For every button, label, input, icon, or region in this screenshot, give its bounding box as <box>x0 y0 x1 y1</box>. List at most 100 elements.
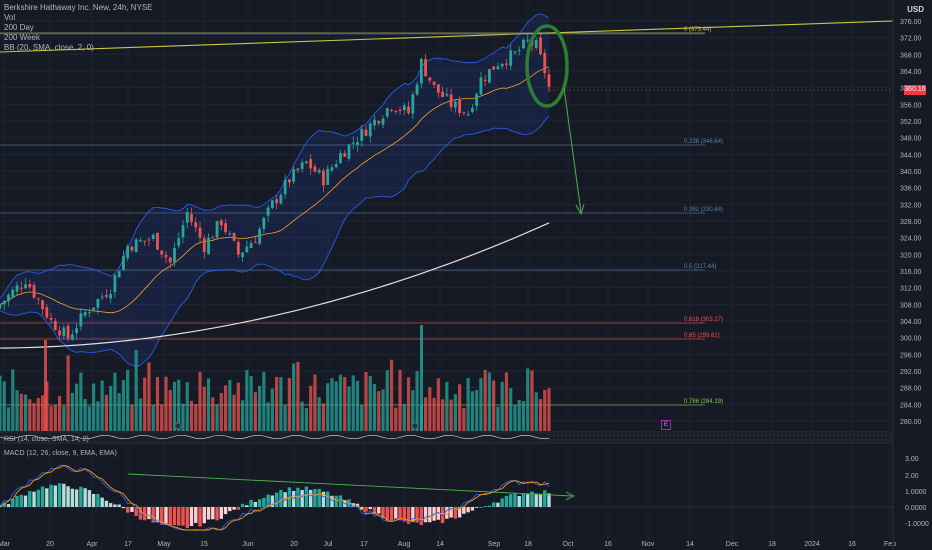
macd-histogram-bar <box>483 506 487 507</box>
volume-bar <box>126 369 130 431</box>
time-axis-label: 16 <box>604 541 612 548</box>
macd-histogram-bar <box>236 507 241 510</box>
macd-histogram-bar <box>125 507 130 513</box>
indicator-bollinger[interactable]: BB (20, SMA, close, 2, 0) <box>4 43 94 52</box>
rsi-pane-bg <box>0 433 893 442</box>
indicator-vol[interactable]: Vol <box>4 13 16 22</box>
macd-histogram-bar <box>228 507 232 512</box>
macd-histogram-bar <box>177 507 181 526</box>
macd-histogram-bar <box>389 507 394 521</box>
fib-level-label: 0.65 (299.61) <box>684 333 720 339</box>
candle-body <box>198 227 202 238</box>
divergence-arrow-head <box>565 491 576 501</box>
time-axis-label: 15 <box>200 541 208 548</box>
currency-label[interactable]: USD <box>907 5 924 14</box>
macd-histogram-bar <box>517 496 521 507</box>
macd-histogram-bar <box>394 507 398 520</box>
macd-histogram-bar <box>538 493 543 507</box>
earnings-marker[interactable]: E <box>661 420 671 430</box>
volume-bar <box>479 378 483 431</box>
annotation-arrow <box>563 87 582 213</box>
macd-histogram-bar <box>513 493 517 507</box>
price-axis-label: 376.00 <box>900 19 922 26</box>
volume-bar <box>185 382 189 431</box>
time-axis-label: Mar <box>0 541 11 548</box>
volume-bar <box>160 404 164 431</box>
symbol-title[interactable]: Berkshire Hathaway Inc. New, 24h, NYSE <box>4 3 153 12</box>
macd-histogram-bar <box>45 488 49 507</box>
rsi-label[interactable]: RSI (14, close, SMA, 14, 2) <box>4 436 89 443</box>
time-axis-label: Sep <box>488 541 501 548</box>
macd-histogram-bar <box>543 490 547 507</box>
macd-histogram-bar <box>364 507 368 512</box>
candle-body <box>262 217 266 229</box>
candle-body <box>0 304 2 309</box>
macd-signal-line <box>0 464 550 531</box>
price-axis-label: 316.00 <box>900 269 922 276</box>
candle-body <box>436 84 440 93</box>
price-axis-label: 332.00 <box>900 202 922 209</box>
candle-body <box>470 108 474 112</box>
time-axis-label: Aug <box>398 541 411 548</box>
macd-label[interactable]: MACD (12, 26, close, 9, EMA, EMA) <box>4 450 117 457</box>
candle-body <box>300 162 304 170</box>
macd-histogram-bar <box>19 494 23 507</box>
candle-body <box>441 91 445 97</box>
candle-body <box>266 207 270 216</box>
macd-histogram-bar <box>249 499 253 507</box>
volume-bar <box>453 394 457 431</box>
macd-histogram-bar <box>11 499 15 507</box>
macd-histogram-bar <box>253 501 258 507</box>
volume-bar <box>513 404 517 431</box>
ma-200-day <box>0 222 550 349</box>
candle-body <box>479 77 483 95</box>
volume-bar <box>219 393 223 431</box>
candle-body <box>279 194 283 204</box>
candle-body <box>249 243 253 248</box>
macd-histogram-bar <box>53 485 58 507</box>
macd-histogram-bar <box>526 494 530 507</box>
candle-body <box>126 246 130 259</box>
macd-histogram-bar <box>279 489 283 507</box>
volume-bar <box>360 405 364 431</box>
volume-bar <box>262 371 266 431</box>
candle-body <box>164 254 168 258</box>
volume-bar <box>83 399 87 431</box>
macd-histogram-bar <box>164 507 168 524</box>
macd-histogram-bar <box>185 507 189 528</box>
macd-histogram-bar <box>262 497 266 507</box>
candle-body <box>224 223 227 232</box>
price-axis-label: 300.00 <box>900 336 922 343</box>
candle-body <box>309 159 313 169</box>
candle-body <box>258 228 262 244</box>
candle-body <box>517 50 521 52</box>
macd-histogram-bar <box>508 494 513 507</box>
candle-body <box>500 63 504 67</box>
candle-body <box>270 200 274 208</box>
candle-body <box>28 284 32 288</box>
candle-body <box>185 212 189 223</box>
macd-histogram-bar <box>32 491 36 507</box>
macd-histogram-bar <box>287 487 292 507</box>
macd-histogram-bar <box>270 495 275 507</box>
time-axis-label: 20 <box>290 541 298 548</box>
volume-bar <box>228 379 232 431</box>
macd-histogram-bar <box>300 489 304 507</box>
price-axis-label: 356.00 <box>900 102 922 109</box>
macd-histogram-bar <box>28 491 32 507</box>
candle-body <box>36 298 40 300</box>
candle-body <box>305 161 308 164</box>
volume-bar <box>445 381 449 431</box>
price-axis-label: 348.00 <box>900 136 922 143</box>
volume-bar <box>517 400 521 431</box>
candle-body <box>143 240 147 242</box>
indicator-200-day[interactable]: 200 Day <box>4 23 34 32</box>
indicator-200-week[interactable]: 200 Week <box>4 33 40 42</box>
volume-bar <box>194 404 198 431</box>
candle-body <box>41 300 44 310</box>
earnings-badge <box>174 422 182 430</box>
macd-histogram-bar <box>274 492 279 507</box>
candle-body <box>539 37 542 55</box>
macd-histogram-bar <box>479 507 483 508</box>
